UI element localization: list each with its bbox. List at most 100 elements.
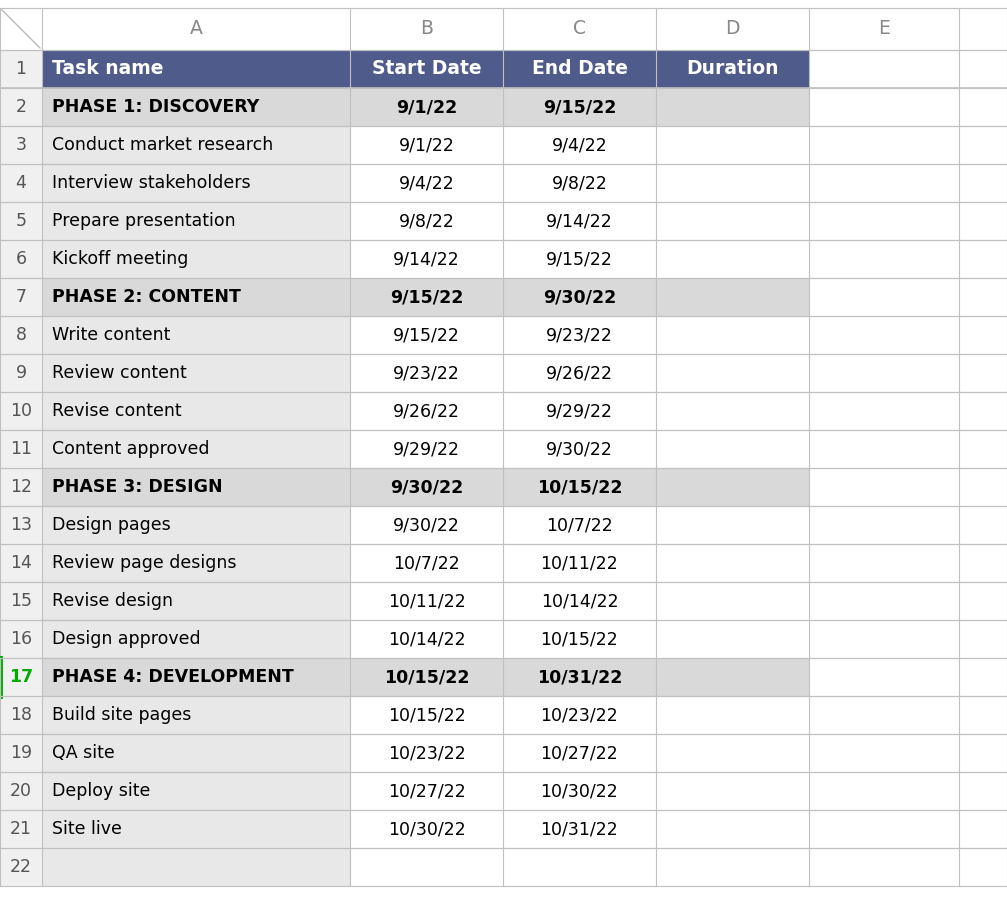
Bar [809, 468, 959, 506]
Bar [809, 734, 959, 772]
Bar [504, 88, 656, 126]
Text: Review page designs: Review page designs [52, 554, 237, 572]
Bar [350, 126, 504, 164]
Bar [42, 316, 350, 354]
Bar [42, 88, 350, 126]
Text: 11: 11 [10, 440, 32, 458]
Bar [809, 772, 959, 810]
Bar [656, 468, 809, 506]
Bar [0, 202, 42, 240]
Text: End Date: End Date [532, 59, 627, 78]
Bar [504, 582, 656, 620]
Bar [504, 468, 656, 506]
Bar [656, 582, 809, 620]
Bar [504, 430, 656, 468]
Bar [809, 620, 959, 658]
Text: 18: 18 [10, 706, 32, 724]
Text: 9/29/22: 9/29/22 [546, 402, 613, 420]
Bar [656, 810, 809, 848]
Text: 9/4/22: 9/4/22 [552, 136, 607, 154]
Bar [42, 202, 350, 240]
Bar [0, 468, 42, 506]
Bar [809, 582, 959, 620]
Bar [0, 278, 42, 316]
Bar [809, 240, 959, 278]
Bar [42, 126, 350, 164]
Text: Deploy site: Deploy site [52, 782, 150, 800]
Text: Revise content: Revise content [52, 402, 181, 420]
Bar [656, 734, 809, 772]
Bar [504, 164, 656, 202]
Bar [656, 506, 809, 544]
Bar [0, 240, 42, 278]
Text: 9/4/22: 9/4/22 [399, 174, 454, 192]
Bar [42, 620, 350, 658]
Bar [504, 316, 656, 354]
Bar [809, 810, 959, 848]
Text: Design pages: Design pages [52, 516, 171, 534]
Text: D: D [725, 20, 740, 39]
Text: 15: 15 [10, 592, 32, 610]
Bar [809, 658, 959, 696]
Bar [0, 734, 42, 772]
Text: 9/1/22: 9/1/22 [399, 136, 454, 154]
Text: 22: 22 [10, 858, 32, 876]
Text: 9/15/22: 9/15/22 [546, 250, 613, 268]
Text: 9/15/22: 9/15/22 [393, 326, 460, 344]
Bar [350, 8, 504, 50]
Bar [504, 50, 656, 88]
Text: 1: 1 [15, 60, 26, 78]
Bar [656, 278, 809, 316]
Text: 17: 17 [9, 668, 33, 686]
Bar [0, 0, 1007, 8]
Text: 19: 19 [10, 744, 32, 762]
Bar [0, 50, 42, 88]
Text: 7: 7 [15, 288, 26, 306]
Text: 9/14/22: 9/14/22 [393, 250, 460, 268]
Bar [809, 392, 959, 430]
Bar [656, 658, 809, 696]
Bar [656, 88, 809, 126]
Bar [809, 544, 959, 582]
Bar [656, 164, 809, 202]
Bar [0, 772, 42, 810]
Bar [809, 696, 959, 734]
Bar [0, 430, 42, 468]
Bar [350, 544, 504, 582]
Bar [350, 430, 504, 468]
Bar [0, 88, 42, 126]
Text: Conduct market research: Conduct market research [52, 136, 273, 154]
Bar [809, 848, 959, 886]
Text: 6: 6 [15, 250, 26, 268]
Bar [656, 620, 809, 658]
Bar [809, 8, 959, 50]
Text: Review content: Review content [52, 364, 186, 382]
Bar [504, 240, 656, 278]
Text: 9/8/22: 9/8/22 [552, 174, 607, 192]
Bar [0, 354, 42, 392]
Bar [350, 50, 504, 88]
Text: 10/30/22: 10/30/22 [388, 820, 465, 838]
Bar [656, 316, 809, 354]
Bar [350, 658, 504, 696]
Text: 8: 8 [15, 326, 26, 344]
Text: 3: 3 [15, 136, 26, 154]
Text: 10/23/22: 10/23/22 [541, 706, 618, 724]
Bar [42, 506, 350, 544]
Bar [0, 582, 42, 620]
Bar [809, 164, 959, 202]
Text: Prepare presentation: Prepare presentation [52, 212, 236, 230]
Text: 10/15/22: 10/15/22 [384, 668, 469, 686]
Text: 10/14/22: 10/14/22 [388, 630, 465, 648]
Text: Write content: Write content [52, 326, 170, 344]
Bar [42, 50, 350, 88]
Bar [0, 810, 42, 848]
Text: Build site pages: Build site pages [52, 706, 191, 724]
Text: 5: 5 [15, 212, 26, 230]
Text: 13: 13 [10, 516, 32, 534]
Bar [504, 506, 656, 544]
Text: 2: 2 [15, 98, 26, 116]
Text: 10/15/22: 10/15/22 [541, 630, 618, 648]
Text: 10/27/22: 10/27/22 [541, 744, 618, 762]
Text: 9/30/22: 9/30/22 [543, 288, 616, 306]
